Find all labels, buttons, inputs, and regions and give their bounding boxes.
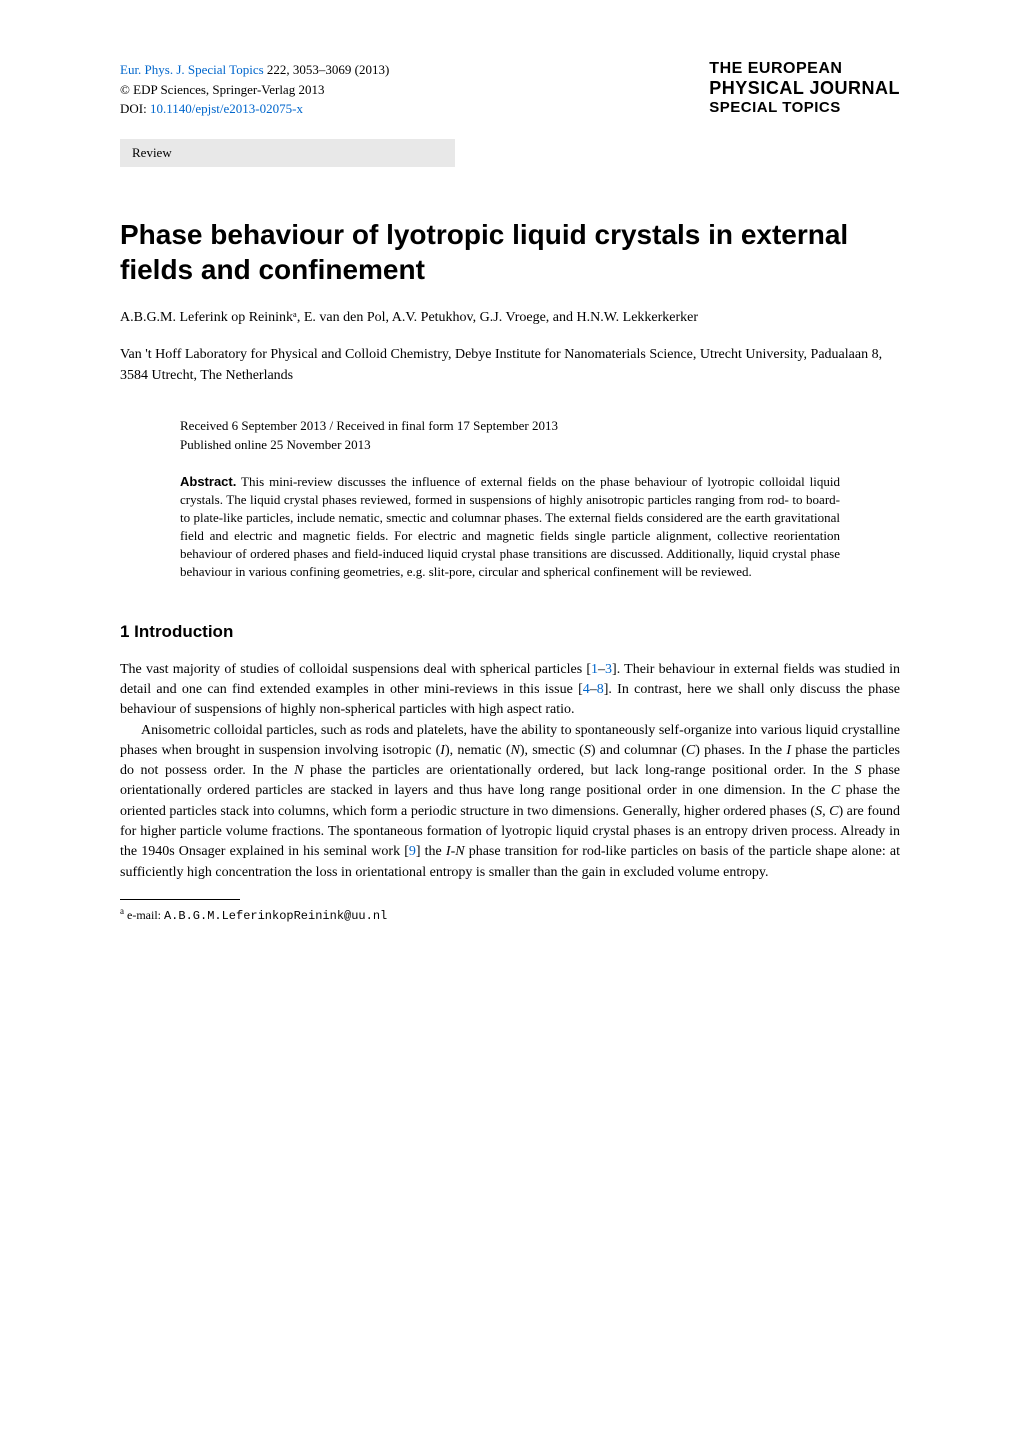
published-date: Published online 25 November 2013 <box>180 435 840 455</box>
citation-link[interactable]: 3 <box>605 662 612 677</box>
phase-symbol: C <box>831 783 840 798</box>
p1-text: – <box>590 682 597 697</box>
p1-text: The vast majority of studies of colloida… <box>120 662 591 677</box>
article-type-box: Review <box>120 139 455 167</box>
footnote-email[interactable]: A.B.G.M.LeferinkopReinink@uu.nl <box>164 909 387 923</box>
phase-symbol: N <box>455 844 464 859</box>
journal-ref-link[interactable]: Eur. Phys. J. Special Topics <box>120 62 264 77</box>
phase-symbol: C <box>686 743 695 758</box>
footnote: a e-mail: A.B.G.M.LeferinkopReinink@uu.n… <box>120 906 900 923</box>
header-left: Eur. Phys. J. Special Topics 222, 3053–3… <box>120 60 389 119</box>
article-dates: Received 6 September 2013 / Received in … <box>180 416 840 455</box>
journal-name-line2: PHYSICAL JOURNAL <box>709 78 900 99</box>
phase-symbol: S <box>584 743 591 758</box>
article-type-label: Review <box>132 145 172 160</box>
citation-link[interactable]: 1 <box>591 662 598 677</box>
journal-reference: Eur. Phys. J. Special Topics 222, 3053–3… <box>120 60 389 80</box>
footnote-rule <box>120 899 240 900</box>
article-title: Phase behaviour of lyotropic liquid crys… <box>120 217 900 287</box>
p2-text: phase the particles are orientationally … <box>304 763 855 778</box>
received-date: Received 6 September 2013 / Received in … <box>180 416 840 436</box>
phase-symbol: S, C <box>815 804 838 819</box>
phase-symbol: N <box>294 763 303 778</box>
citation-link[interactable]: 9 <box>409 844 416 859</box>
citation-link[interactable]: 4 <box>583 682 590 697</box>
footnote-label: e-mail: <box>124 908 164 922</box>
copyright-line: © EDP Sciences, Springer-Verlag 2013 <box>120 80 389 100</box>
authors-line: A.B.G.M. Leferink op Reininkᵃ, E. van de… <box>120 307 900 328</box>
journal-name-line3: SPECIAL TOPICS <box>709 99 900 116</box>
p2-text: ) and columnar ( <box>591 743 686 758</box>
journal-name-line1: THE EUROPEAN <box>709 60 900 78</box>
affiliation: Van 't Hoff Laboratory for Physical and … <box>120 344 900 386</box>
page-header: Eur. Phys. J. Special Topics 222, 3053–3… <box>120 60 900 119</box>
phase-symbol: N <box>511 743 520 758</box>
phase-symbol: S <box>855 763 862 778</box>
section-heading-introduction: 1 Introduction <box>120 622 900 642</box>
doi-label: DOI: <box>120 101 150 116</box>
p2-text: ) phases. In the <box>695 743 786 758</box>
abstract-text: This mini-review discusses the influence… <box>180 474 840 580</box>
p2-text: ), smectic ( <box>520 743 584 758</box>
citation-link[interactable]: 8 <box>597 682 604 697</box>
doi-link[interactable]: 10.1140/epjst/e2013-02075-x <box>150 101 303 116</box>
p1-text: – <box>598 662 605 677</box>
journal-logo: THE EUROPEAN PHYSICAL JOURNAL SPECIAL TO… <box>709 60 900 116</box>
p2-text: ), nematic ( <box>445 743 511 758</box>
p2-text: ] the <box>416 844 446 859</box>
intro-paragraph-2: Anisometric colloidal particles, such as… <box>120 721 900 883</box>
abstract: Abstract. This mini-review discusses the… <box>180 473 840 582</box>
abstract-label: Abstract. <box>180 474 236 489</box>
intro-paragraph-1: The vast majority of studies of colloida… <box>120 660 900 721</box>
doi-line: DOI: 10.1140/epjst/e2013-02075-x <box>120 99 389 119</box>
journal-ref-rest: 222, 3053–3069 (2013) <box>264 62 390 77</box>
